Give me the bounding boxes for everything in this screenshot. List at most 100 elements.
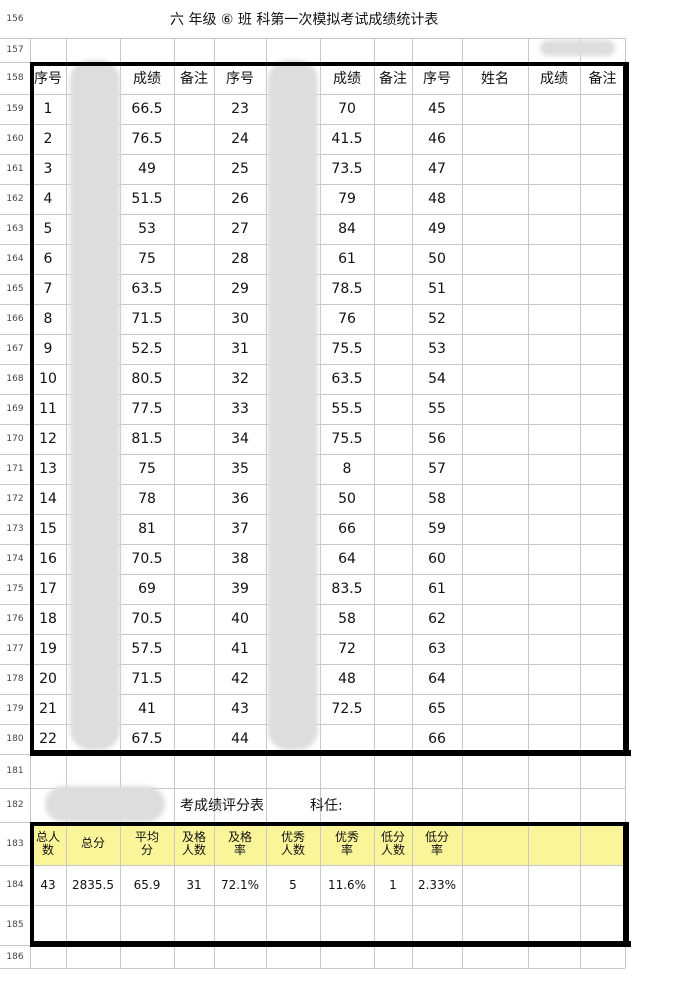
score: 63.5 [131, 281, 163, 297]
row-number: 158 [6, 73, 24, 83]
score: 70 [338, 101, 356, 117]
row-index: 47 [428, 161, 446, 177]
row-number: 174 [6, 554, 24, 564]
summary-header: 优秀人数 [280, 829, 305, 857]
score: 70.5 [131, 611, 163, 627]
score: 81.5 [131, 431, 163, 447]
row-index: 53 [428, 341, 446, 357]
grid-line [66, 38, 67, 968]
table-border [30, 62, 625, 66]
grid-line [0, 968, 625, 969]
grid-line [0, 905, 625, 906]
column-header: 备注 [379, 71, 407, 87]
row-index: 63 [428, 641, 446, 657]
score: 75.5 [331, 431, 363, 447]
score: 70.5 [131, 551, 163, 567]
row-index: 65 [428, 701, 446, 717]
row-index: 56 [428, 431, 446, 447]
row-index: 58 [428, 491, 446, 507]
grid-line [528, 38, 529, 968]
column-header: 备注 [588, 71, 617, 87]
score: 72.5 [331, 701, 363, 717]
row-index: 12 [39, 431, 57, 447]
row-index: 5 [43, 221, 53, 237]
score: 80.5 [131, 371, 163, 387]
score: 8 [342, 461, 352, 477]
summary-value: 43 [40, 878, 56, 892]
score: 67.5 [131, 731, 163, 747]
row-number: 185 [6, 920, 24, 930]
row-index: 27 [231, 221, 249, 237]
score: 72 [338, 641, 356, 657]
row-index: 1 [43, 101, 53, 117]
grid-line [0, 865, 625, 866]
row-index: 48 [428, 191, 446, 207]
score: 75.5 [331, 341, 363, 357]
grid-line [412, 38, 413, 968]
row-index: 25 [231, 161, 249, 177]
row-number: 180 [6, 734, 24, 744]
grid-line [214, 38, 215, 968]
row-number: 164 [6, 254, 24, 264]
row-number: 177 [6, 644, 24, 654]
row-index: 52 [428, 311, 446, 327]
score: 75 [138, 251, 156, 267]
row-index: 13 [39, 461, 57, 477]
table-border [30, 941, 631, 947]
summary-value: 11.6% [327, 878, 367, 892]
grid-line [374, 38, 375, 968]
summary-value: 31 [186, 878, 202, 892]
row-number: 167 [6, 344, 24, 354]
row-index: 41 [231, 641, 249, 657]
score: 77.5 [131, 401, 163, 417]
row-index: 32 [231, 371, 249, 387]
score: 79 [338, 191, 356, 207]
row-index: 6 [43, 251, 53, 267]
blurred-names [268, 60, 318, 750]
row-number: 173 [6, 524, 24, 534]
row-number: 166 [6, 314, 24, 324]
row-index: 35 [231, 461, 249, 477]
blurred-names [70, 60, 120, 750]
summary-value: 2835.5 [72, 878, 114, 892]
row-index: 39 [231, 581, 249, 597]
score: 71.5 [131, 311, 163, 327]
summary-header-fill [30, 822, 625, 865]
score: 66 [338, 521, 356, 537]
row-number: 157 [6, 45, 24, 55]
grid-line [462, 38, 463, 968]
score: 84 [338, 221, 356, 237]
row-index: 50 [428, 251, 446, 267]
table-border [30, 62, 34, 756]
row-index: 10 [39, 371, 57, 387]
row-number: 183 [6, 838, 24, 849]
score: 71.5 [131, 671, 163, 687]
row-number: 168 [6, 374, 24, 384]
row-number: 175 [6, 584, 24, 594]
row-index: 16 [39, 551, 57, 567]
row-index: 2 [43, 131, 53, 147]
table-border [623, 62, 629, 756]
row-number: 181 [6, 766, 24, 776]
blurred-text [45, 786, 165, 822]
row-index: 9 [43, 341, 53, 357]
row-index: 29 [231, 281, 249, 297]
score: 63.5 [331, 371, 363, 387]
row-index: 59 [428, 521, 446, 537]
column-header: 序号 [226, 71, 254, 87]
row-number: 176 [6, 614, 24, 624]
row-index: 8 [43, 311, 53, 327]
row-index: 61 [428, 581, 446, 597]
score: 48 [338, 671, 356, 687]
score: 64 [338, 551, 356, 567]
row-index: 22 [39, 731, 57, 747]
row-number: 160 [6, 134, 24, 144]
row-number: 156 [6, 14, 24, 24]
row-index: 40 [231, 611, 249, 627]
score: 41 [138, 701, 156, 717]
row-index: 23 [231, 101, 249, 117]
column-header: 序号 [34, 71, 62, 87]
grid-line [0, 38, 625, 39]
row-index: 19 [39, 641, 57, 657]
row-number: 165 [6, 284, 24, 294]
